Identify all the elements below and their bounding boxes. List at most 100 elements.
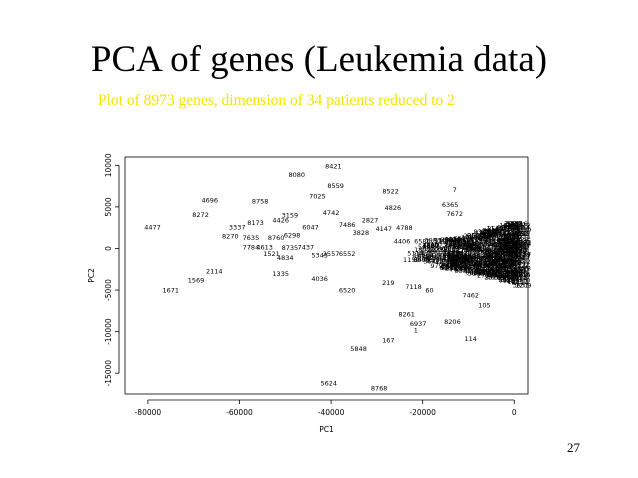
cluster-mark: 6957 (504, 262, 521, 270)
cluster-mark: 4859 (448, 255, 465, 263)
cluster-mark: 4547 (510, 243, 527, 251)
cluster-mark: 3141 (443, 249, 460, 257)
cluster-mark: 6533 (514, 239, 531, 247)
cluster-mark: 6804 (479, 241, 496, 249)
cluster-mark: 2028 (504, 220, 521, 228)
cluster-mark: 8636 (449, 241, 466, 249)
cluster-mark: 1843 (478, 233, 495, 241)
cluster-mark: 5332 (483, 266, 500, 274)
point-label: 4742 (323, 209, 340, 217)
y-tick-label: 10000 (104, 153, 113, 177)
cluster-mark: 1125 (447, 251, 464, 259)
cluster-mark: 7758 (508, 224, 525, 232)
cluster-mark: 2036 (485, 246, 502, 254)
cluster-mark: 2116 (514, 270, 531, 278)
cluster-mark: 9888 (481, 269, 498, 277)
cluster-mark: 7700 (474, 232, 491, 240)
cluster-mark: 5819 (441, 264, 458, 272)
cluster-mark: 6135 (502, 240, 519, 248)
cluster-mark: 4574 (481, 252, 498, 260)
cluster-mark: 1286 (461, 253, 478, 261)
cluster-mark: 3868 (465, 246, 482, 254)
cluster-mark: 3062 (496, 229, 513, 237)
cluster-mark: 5114 (407, 249, 424, 257)
point-label: 4788 (396, 224, 413, 232)
cluster-mark: 1914 (446, 255, 463, 263)
point-label: 4696 (201, 197, 218, 205)
cluster-mark: 1973 (496, 236, 513, 244)
point-label: 6365 (442, 201, 459, 209)
cluster-mark: 7400 (465, 234, 482, 242)
point-label: 8768 (371, 385, 388, 393)
cluster-mark: 2530 (507, 269, 524, 277)
cluster-mark: 3141 (450, 236, 467, 244)
x-tick-label: 0 (512, 408, 517, 417)
page-number: 27 (567, 440, 580, 455)
cluster-mark: 3879 (467, 255, 484, 263)
cluster-mark: 1750 (499, 234, 516, 242)
cluster-mark: 2448 (456, 265, 473, 273)
cluster-mark: 5735 (457, 236, 474, 244)
cluster-mark: 3833 (513, 282, 530, 290)
cluster-mark: 3791 (413, 251, 430, 259)
point-label: 7784 (243, 243, 260, 251)
cluster-mark: 2801 (457, 265, 474, 273)
cluster-mark: 7469 (502, 225, 519, 233)
point-label: 4477 (144, 223, 161, 231)
cluster-mark: 7472 (514, 258, 531, 266)
cluster-mark: 2031 (438, 252, 455, 260)
cluster-mark: 2286 (513, 243, 530, 251)
cluster-mark: 5844 (481, 255, 498, 263)
cluster-mark: 8992 (483, 248, 500, 256)
slide-title: PCA of genes (Leukemia data) (90, 39, 548, 80)
point-label: 6520 (339, 287, 356, 295)
point-label: 7486 (339, 221, 356, 229)
cluster-mark: 8828 (445, 236, 462, 244)
point-label: 6552 (339, 250, 356, 258)
cluster-mark: 1613 (510, 230, 527, 238)
cluster-mark: 3513 (511, 269, 528, 277)
cluster-mark: 6182 (439, 264, 456, 272)
cluster-mark: 5596 (451, 258, 468, 266)
point-label: 7437 (298, 243, 315, 251)
cluster-mark: 5456 (435, 256, 452, 264)
point-label: 8272 (192, 211, 209, 219)
cluster-mark: 9512 (464, 259, 481, 267)
point-label: 167 (382, 336, 394, 344)
cluster-mark: 3642 (423, 257, 440, 265)
point-label: 4426 (272, 217, 289, 225)
cluster-mark: 2306 (506, 228, 523, 236)
cluster-mark: 1564 (470, 244, 487, 252)
cluster-mark: 2671 (441, 262, 458, 270)
cluster-mark: 1773 (508, 253, 525, 261)
cluster-mark: 4338 (462, 259, 479, 267)
cluster-mark: 8093 (462, 257, 479, 265)
cluster-mark: 8010 (483, 261, 500, 269)
cluster-mark: 3952 (451, 261, 468, 269)
point-label: 60 (425, 287, 433, 295)
cluster-mark: 8308 (473, 228, 490, 236)
point-label: 7635 (243, 234, 260, 242)
cluster-mark: 6586 (414, 238, 431, 246)
cluster-mark: 2064 (446, 260, 463, 268)
cluster-mark: 1177 (514, 252, 531, 260)
y-tick-label: -5000 (104, 279, 113, 301)
cluster-mark: 1046 (499, 222, 516, 230)
cluster-mark: 2807 (504, 238, 521, 246)
cluster-mark: 4087 (502, 277, 519, 285)
cluster-mark: 4098 (502, 266, 519, 274)
cluster-mark: 1975 (503, 239, 520, 247)
point-label: 4147 (375, 225, 392, 233)
cluster-mark: 7917 (502, 244, 519, 252)
point-label: 8559 (327, 182, 344, 190)
cluster-mark: 3852 (502, 273, 519, 281)
point-label: 7672 (446, 210, 463, 218)
cluster-mark: 9478 (414, 256, 431, 264)
cluster-mark: 4482 (504, 259, 521, 267)
cluster-mark: 2306 (509, 267, 526, 275)
cluster-mark: 7353 (506, 243, 523, 251)
cluster-mark: 2209 (503, 244, 520, 252)
cluster-mark: 4881 (452, 236, 469, 244)
cluster-mark: 6262 (491, 264, 508, 272)
cluster-mark: 5050 (418, 243, 435, 251)
